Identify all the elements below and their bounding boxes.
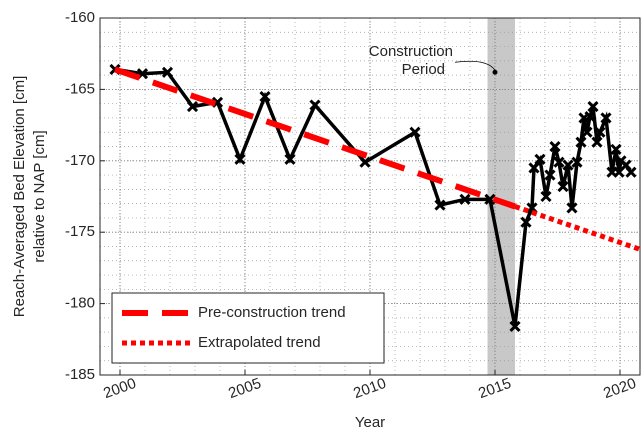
x-tick-label: 2005 (226, 375, 263, 402)
marker (434, 199, 446, 211)
marker (557, 180, 569, 193)
marker (284, 153, 296, 165)
marker (540, 190, 552, 203)
y-axis-label: Reach-Averaged Bed Elevation [cm] (11, 76, 28, 318)
y-tick-label: -165 (65, 80, 95, 97)
annotation-arrow (454, 60, 496, 71)
marker (234, 153, 246, 165)
series-line (114, 66, 516, 210)
legend-box (111, 292, 385, 364)
y-tick-label: -175 (65, 223, 95, 240)
marker (562, 159, 574, 171)
marker (459, 193, 471, 205)
marker (549, 140, 561, 153)
annotation-text: Construction (369, 43, 453, 60)
marker (484, 193, 496, 205)
axes-frame (99, 17, 641, 376)
annotation-text: Period (402, 61, 445, 78)
marker (620, 159, 632, 171)
marker (625, 166, 637, 178)
marker (186, 100, 199, 113)
marker (566, 202, 578, 214)
marker (509, 320, 521, 333)
marker (553, 156, 565, 168)
marker (587, 100, 599, 113)
marker (600, 112, 612, 124)
marker (544, 169, 556, 181)
marker (409, 126, 421, 138)
marker (571, 156, 583, 168)
marker (359, 156, 371, 168)
x-tick-label: 2015 (476, 375, 513, 402)
marker (594, 126, 606, 138)
x-tick-label: 2000 (101, 375, 138, 402)
annotation-point (492, 69, 498, 75)
marker (581, 126, 593, 138)
y-tick-label: -185 (65, 366, 95, 383)
y-tick-label: -180 (65, 295, 95, 312)
marker (309, 99, 321, 111)
x-tick-label: 2020 (601, 375, 638, 402)
y-tick-label: -170 (65, 152, 95, 169)
legend-label: Extrapolated trend (198, 334, 321, 351)
marker (591, 136, 603, 148)
marker (520, 216, 532, 228)
marker (534, 153, 546, 165)
legend-label: Pre-construction trend (198, 304, 346, 321)
x-tick-label: 2010 (351, 375, 388, 402)
marker (584, 110, 596, 123)
marker (161, 66, 174, 78)
marker (610, 143, 622, 155)
marker (575, 136, 587, 148)
marker (528, 162, 540, 174)
y-tick-label: -160 (65, 9, 95, 26)
marker (259, 90, 271, 103)
series-line (514, 204, 641, 252)
y-axis-label: relative to NAP [cm] (31, 130, 48, 262)
x-axis-label: Year (355, 414, 385, 431)
